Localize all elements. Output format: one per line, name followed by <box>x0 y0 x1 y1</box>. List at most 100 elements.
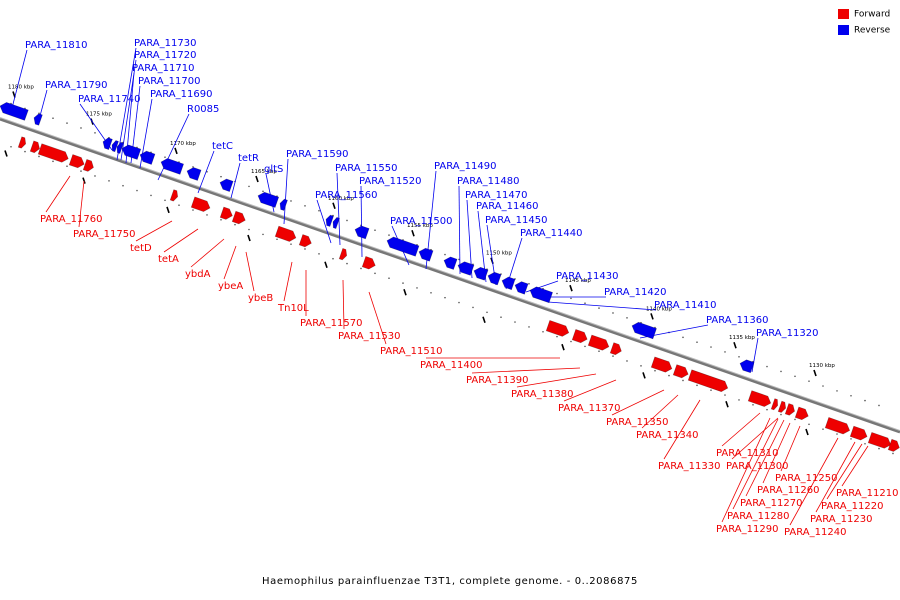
reverse-gene-arrow <box>111 140 119 153</box>
forward-leader-line <box>641 394 679 429</box>
reverse-gene-label: PARA_11450 <box>485 215 547 226</box>
scale-dot <box>836 390 838 392</box>
scale-dot <box>318 253 320 255</box>
scale-dot <box>668 374 670 377</box>
reverse-leader-line <box>336 172 341 246</box>
reverse-gene-label: PARA_11360 <box>706 315 768 326</box>
scale-dot <box>108 180 110 182</box>
scale-dot <box>738 355 740 358</box>
forward-leader-line <box>368 291 387 345</box>
forward-gene-arrow <box>777 400 787 413</box>
forward-gene-label: tetA <box>158 254 179 265</box>
reverse-gene-label: PARA_11550 <box>335 163 397 174</box>
forward-gene-label: PARA_11310 <box>716 448 778 459</box>
scale-dot <box>556 335 558 338</box>
reverse-gene-arrow <box>354 225 370 240</box>
legend-reverse-swatch <box>838 25 849 35</box>
reverse-gene-arrow <box>186 167 202 181</box>
scale-dot <box>402 282 404 284</box>
forward-gene-label: PARA_11380 <box>511 389 573 400</box>
reverse-gene-arrow <box>279 198 288 211</box>
scale-dot <box>178 204 180 206</box>
forward-leader-line <box>190 238 225 268</box>
reverse-gene-label: PARA_11320 <box>756 328 818 339</box>
tick-label: 1140 kbp <box>646 306 672 312</box>
genome-backbone <box>0 117 900 434</box>
reverse-leader-line <box>157 113 190 181</box>
scale-dot <box>850 394 852 397</box>
forward-leader-line <box>721 412 761 447</box>
reverse-gene-arrow <box>325 214 334 227</box>
forward-gene-label: PARA_11290 <box>716 524 778 535</box>
scale-dot <box>836 433 838 435</box>
forward-gene-label: PARA_11220 <box>821 501 883 512</box>
scale-dot <box>696 341 698 343</box>
scale-dot <box>878 447 880 450</box>
scale-dot <box>318 209 320 212</box>
scale-dot <box>724 394 726 396</box>
forward-gene-label: PARA_11750 <box>73 229 135 240</box>
scale-dot <box>766 408 768 411</box>
forward-gene-arrow <box>231 210 246 225</box>
forward-leader-line <box>731 417 779 460</box>
forward-gene-label: PARA_11260 <box>757 485 819 496</box>
forward-gene-label: ybeB <box>248 293 273 304</box>
forward-leader-line <box>471 367 581 374</box>
forward-leader-line <box>163 228 199 253</box>
reverse-leader-line <box>230 162 241 199</box>
scale-dot <box>598 350 600 353</box>
forward-gene-arrow <box>571 329 588 344</box>
scale-dot <box>80 127 82 129</box>
scale-dot <box>654 369 656 372</box>
tick-mark <box>174 147 178 155</box>
scale-dot <box>598 307 600 309</box>
scale-dot <box>528 326 530 328</box>
scale-dot <box>780 370 782 373</box>
forward-leader-line <box>245 251 255 292</box>
tick-label: 1170 kbp <box>170 141 196 147</box>
reverse-leader-line <box>39 89 48 117</box>
scale-dot <box>304 248 306 250</box>
scale-dot <box>486 311 488 314</box>
reverse-leader-line <box>283 158 289 225</box>
scale-dot <box>878 404 880 407</box>
reverse-gene-arrow <box>631 321 657 340</box>
reverse-gene-arrow <box>473 266 489 281</box>
scale-dot <box>864 399 866 402</box>
scale-dot <box>276 238 278 241</box>
scale-dot <box>262 233 264 236</box>
scale-dot <box>38 155 40 158</box>
tick-mark <box>561 343 565 351</box>
forward-leader-line <box>611 389 665 416</box>
forward-gene-arrow <box>361 256 376 270</box>
reverse-gene-label: PARA_11500 <box>390 216 452 227</box>
scale-dot <box>570 297 572 300</box>
scale-dot <box>696 384 698 387</box>
reverse-gene-arrow <box>487 271 502 286</box>
reverse-gene-label: PARA_11410 <box>654 300 716 311</box>
reverse-leader-line <box>458 185 461 275</box>
scale-dot <box>892 452 894 455</box>
forward-gene-arrow <box>17 136 27 149</box>
forward-leader-line <box>342 279 345 330</box>
genome-backbone-highlight <box>0 117 900 431</box>
scale-dot <box>66 122 68 124</box>
scale-dot <box>248 185 250 188</box>
forward-leader-line <box>516 373 597 388</box>
scale-dot <box>136 189 138 192</box>
forward-leader-line <box>663 399 701 460</box>
reverse-gene-arrow <box>139 150 156 165</box>
reverse-gene-arrow <box>160 158 184 175</box>
tick-label: 1165 kbp <box>251 169 277 175</box>
scale-dot <box>164 199 166 202</box>
reverse-gene-arrow <box>219 178 234 192</box>
forward-gene-label: PARA_11530 <box>338 331 400 342</box>
forward-gene-label: PARA_11370 <box>558 403 620 414</box>
tick-label: 1180 kbp <box>8 84 34 90</box>
scale-dot <box>710 389 712 391</box>
reverse-gene-arrow <box>257 191 280 208</box>
reverse-leader-line <box>11 49 28 109</box>
reverse-gene-label: PARA_11520 <box>359 176 421 187</box>
reverse-gene-arrow <box>418 247 434 262</box>
